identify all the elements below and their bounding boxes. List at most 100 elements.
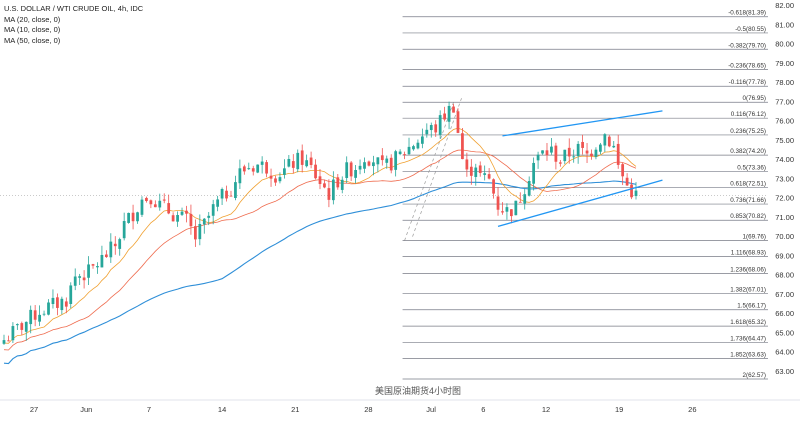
- candle-body[interactable]: [527, 180, 531, 196]
- candle-body[interactable]: [590, 153, 593, 157]
- candle-body[interactable]: [541, 150, 544, 154]
- candle-body[interactable]: [269, 175, 273, 179]
- candle-body[interactable]: [24, 321, 28, 332]
- candle-body[interactable]: [469, 166, 473, 176]
- candle-body[interactable]: [251, 168, 255, 172]
- candle-body[interactable]: [505, 207, 509, 212]
- candle-body[interactable]: [621, 164, 625, 177]
- candle-body[interactable]: [247, 168, 251, 170]
- candle-body[interactable]: [478, 165, 482, 174]
- candle-body[interactable]: [501, 211, 504, 213]
- candle-body[interactable]: [314, 164, 317, 179]
- candle-body[interactable]: [33, 310, 37, 320]
- candle-body[interactable]: [256, 164, 260, 173]
- candle-body[interactable]: [465, 159, 469, 170]
- candle-body[interactable]: [305, 160, 309, 167]
- candle-body[interactable]: [211, 204, 215, 216]
- candle-body[interactable]: [287, 158, 291, 167]
- candle-body[interactable]: [599, 144, 602, 152]
- candle-body[interactable]: [416, 142, 420, 149]
- candle-body[interactable]: [403, 154, 406, 155]
- candle-body[interactable]: [429, 125, 433, 131]
- candle-body[interactable]: [225, 190, 228, 199]
- candle-body[interactable]: [140, 199, 144, 215]
- candle-body[interactable]: [109, 241, 113, 258]
- candle-body[interactable]: [91, 264, 95, 266]
- candle-body[interactable]: [581, 141, 584, 148]
- candle-body[interactable]: [20, 323, 24, 330]
- candle-body[interactable]: [550, 146, 553, 153]
- candle-body[interactable]: [238, 168, 242, 184]
- candle-body[interactable]: [425, 129, 429, 135]
- candle-body[interactable]: [47, 302, 50, 315]
- candle-body[interactable]: [2, 340, 6, 344]
- candle-body[interactable]: [278, 177, 282, 182]
- candle-body[interactable]: [434, 124, 438, 133]
- candle-body[interactable]: [7, 340, 10, 342]
- candle-body[interactable]: [229, 195, 233, 197]
- fib-swing-line-2[interactable]: [412, 98, 462, 237]
- candle-body[interactable]: [145, 197, 148, 202]
- candle-body[interactable]: [265, 162, 268, 174]
- candle-body[interactable]: [216, 199, 220, 207]
- candle-body[interactable]: [380, 155, 384, 161]
- candle-body[interactable]: [136, 212, 139, 222]
- candle-body[interactable]: [594, 149, 598, 157]
- candle-body[interactable]: [349, 162, 353, 177]
- candle-body[interactable]: [336, 177, 340, 188]
- candle-body[interactable]: [461, 133, 464, 160]
- candle-body[interactable]: [327, 188, 331, 200]
- candle-body[interactable]: [38, 314, 41, 322]
- candle-body[interactable]: [331, 179, 335, 201]
- candle-body[interactable]: [56, 297, 59, 308]
- candle-body[interactable]: [572, 156, 576, 158]
- candle-body[interactable]: [558, 162, 562, 164]
- candle-body[interactable]: [576, 143, 580, 156]
- candle-body[interactable]: [64, 301, 68, 307]
- candle-body[interactable]: [198, 224, 202, 240]
- candle-body[interactable]: [585, 150, 589, 154]
- candle-body[interactable]: [492, 179, 495, 194]
- candle-body[interactable]: [78, 276, 82, 278]
- candle-body[interactable]: [389, 157, 393, 171]
- candle-body[interactable]: [104, 254, 108, 258]
- candle-body[interactable]: [567, 147, 571, 157]
- channel-upper-line[interactable]: [502, 110, 663, 137]
- candle-body[interactable]: [100, 254, 104, 268]
- candle-body[interactable]: [518, 201, 522, 203]
- candle-body[interactable]: [283, 168, 286, 175]
- candle-body[interactable]: [69, 285, 73, 304]
- candle-body[interactable]: [407, 146, 411, 155]
- candle-body[interactable]: [545, 150, 549, 156]
- candle-body[interactable]: [345, 162, 349, 178]
- candle-body[interactable]: [11, 326, 15, 341]
- candle-body[interactable]: [487, 174, 491, 179]
- channel-lower-line[interactable]: [497, 179, 663, 228]
- candle-body[interactable]: [118, 239, 122, 249]
- candle-body[interactable]: [158, 200, 162, 208]
- candle-body[interactable]: [207, 215, 211, 218]
- candle-body[interactable]: [398, 151, 402, 155]
- candle-body[interactable]: [153, 204, 157, 208]
- candle-body[interactable]: [318, 176, 322, 185]
- candle-body[interactable]: [452, 106, 455, 113]
- candle-body[interactable]: [616, 143, 620, 165]
- candle-body[interactable]: [385, 158, 389, 163]
- candle-body[interactable]: [563, 149, 567, 162]
- candle-body[interactable]: [113, 243, 117, 247]
- candle-body[interactable]: [122, 221, 126, 239]
- candle-body[interactable]: [60, 298, 64, 311]
- candle-body[interactable]: [189, 213, 193, 227]
- candle-body[interactable]: [536, 154, 540, 161]
- candle-body[interactable]: [260, 161, 264, 165]
- candle-body[interactable]: [180, 211, 184, 215]
- candle-body[interactable]: [162, 199, 166, 201]
- candle-body[interactable]: [73, 276, 77, 286]
- candle-body[interactable]: [603, 134, 607, 146]
- candle-body[interactable]: [131, 212, 135, 222]
- candle-body[interactable]: [309, 157, 313, 166]
- candle-body[interactable]: [340, 179, 344, 190]
- candle-body[interactable]: [447, 105, 451, 122]
- candle-body[interactable]: [194, 226, 197, 240]
